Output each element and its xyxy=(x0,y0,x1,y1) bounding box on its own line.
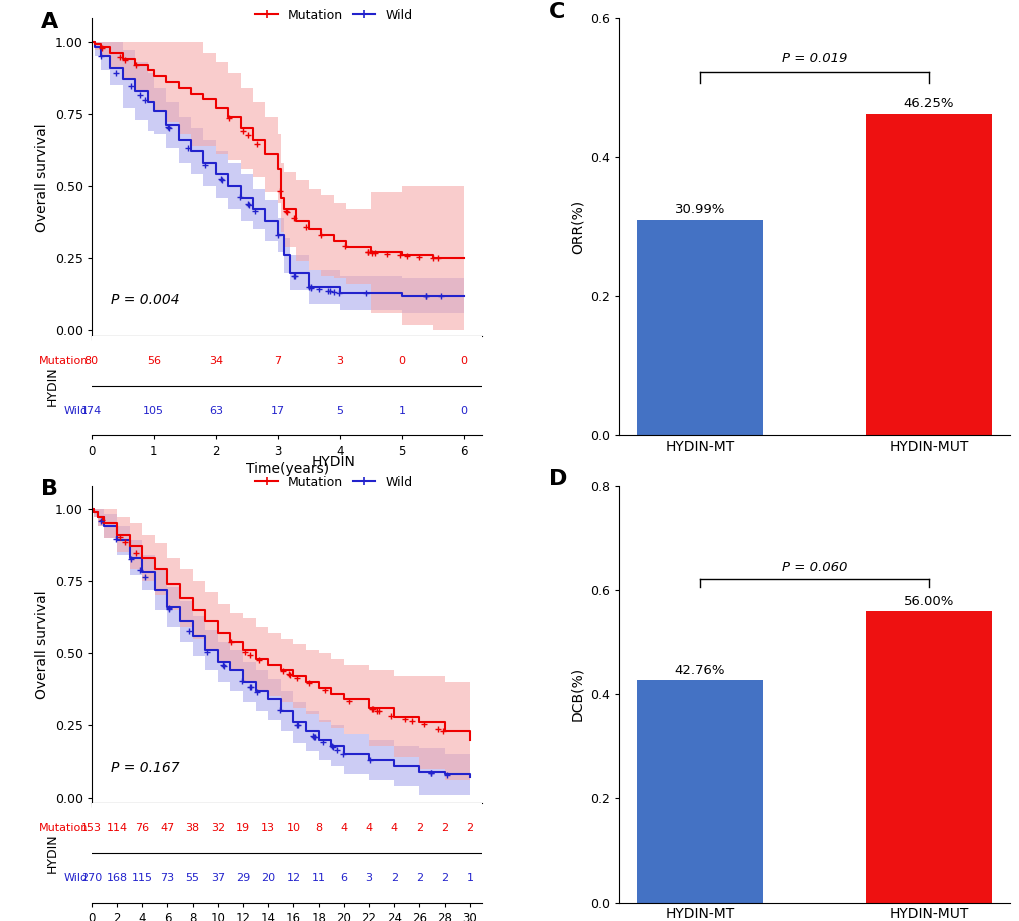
Bar xyxy=(865,114,991,436)
Text: 4: 4 xyxy=(390,823,397,834)
Text: 20: 20 xyxy=(261,873,275,882)
Text: 56.00%: 56.00% xyxy=(903,595,954,608)
Text: 114: 114 xyxy=(106,823,127,834)
Text: Wild: Wild xyxy=(64,873,88,882)
Y-axis label: DCB(%): DCB(%) xyxy=(570,667,584,721)
Text: 5: 5 xyxy=(336,405,343,415)
Text: 2: 2 xyxy=(390,873,397,882)
Text: 42.76%: 42.76% xyxy=(674,663,725,677)
Text: 56: 56 xyxy=(147,356,161,366)
Text: 80: 80 xyxy=(85,356,99,366)
Text: 38: 38 xyxy=(185,823,200,834)
Text: 1: 1 xyxy=(466,873,473,882)
Text: B: B xyxy=(41,479,58,499)
Bar xyxy=(636,680,762,903)
Text: 1: 1 xyxy=(398,405,405,415)
Text: 29: 29 xyxy=(235,873,250,882)
Text: 63: 63 xyxy=(209,405,222,415)
Legend: Mutation, Wild: Mutation, Wild xyxy=(250,450,417,494)
Text: 19: 19 xyxy=(235,823,250,834)
Text: 37: 37 xyxy=(211,873,224,882)
Text: Mutation: Mutation xyxy=(39,823,88,834)
Text: 12: 12 xyxy=(286,873,301,882)
Text: 73: 73 xyxy=(160,873,174,882)
Text: 10: 10 xyxy=(286,823,301,834)
Text: D: D xyxy=(548,469,567,489)
X-axis label: Time(years): Time(years) xyxy=(246,461,328,475)
Text: 115: 115 xyxy=(131,873,153,882)
Text: C: C xyxy=(548,2,565,22)
Y-axis label: Overall survival: Overall survival xyxy=(36,590,49,699)
Text: 2: 2 xyxy=(440,873,447,882)
Text: 4: 4 xyxy=(365,823,372,834)
Text: 2: 2 xyxy=(416,823,423,834)
Text: 11: 11 xyxy=(312,873,325,882)
Text: 0: 0 xyxy=(398,356,405,366)
Y-axis label: ORR(%): ORR(%) xyxy=(570,200,584,254)
Text: 47: 47 xyxy=(160,823,174,834)
Text: 0: 0 xyxy=(460,405,467,415)
Text: 153: 153 xyxy=(82,823,102,834)
Text: HYDIN: HYDIN xyxy=(46,834,59,873)
Bar xyxy=(636,220,762,436)
Text: 168: 168 xyxy=(106,873,127,882)
Text: P = 0.167: P = 0.167 xyxy=(111,761,179,775)
Text: Wild: Wild xyxy=(64,405,88,415)
Text: 174: 174 xyxy=(82,405,102,415)
Text: 17: 17 xyxy=(270,405,284,415)
Bar xyxy=(865,611,991,903)
Text: 4: 4 xyxy=(340,823,347,834)
Text: 105: 105 xyxy=(143,405,164,415)
Text: 2: 2 xyxy=(416,873,423,882)
Text: 3: 3 xyxy=(365,873,372,882)
Text: P = 0.060: P = 0.060 xyxy=(781,561,847,574)
Text: 32: 32 xyxy=(211,823,224,834)
Text: Mutation: Mutation xyxy=(39,356,88,366)
Text: P = 0.019: P = 0.019 xyxy=(781,52,847,65)
Text: 30.99%: 30.99% xyxy=(675,203,725,216)
Text: 34: 34 xyxy=(209,356,223,366)
Text: 270: 270 xyxy=(82,873,102,882)
Text: 2: 2 xyxy=(440,823,447,834)
Text: 0: 0 xyxy=(460,356,467,366)
Text: 76: 76 xyxy=(135,823,149,834)
Text: 8: 8 xyxy=(315,823,322,834)
Text: 2: 2 xyxy=(466,823,473,834)
Text: 55: 55 xyxy=(185,873,200,882)
Text: HYDIN: HYDIN xyxy=(46,366,59,405)
Text: 3: 3 xyxy=(336,356,343,366)
Text: 46.25%: 46.25% xyxy=(903,97,954,110)
Y-axis label: Overall survival: Overall survival xyxy=(36,123,49,231)
Text: 7: 7 xyxy=(274,356,281,366)
Text: A: A xyxy=(41,12,58,32)
Text: 13: 13 xyxy=(261,823,275,834)
Text: 6: 6 xyxy=(340,873,347,882)
Legend: Mutation, Wild: Mutation, Wild xyxy=(250,0,417,27)
Text: P = 0.004: P = 0.004 xyxy=(111,294,179,308)
